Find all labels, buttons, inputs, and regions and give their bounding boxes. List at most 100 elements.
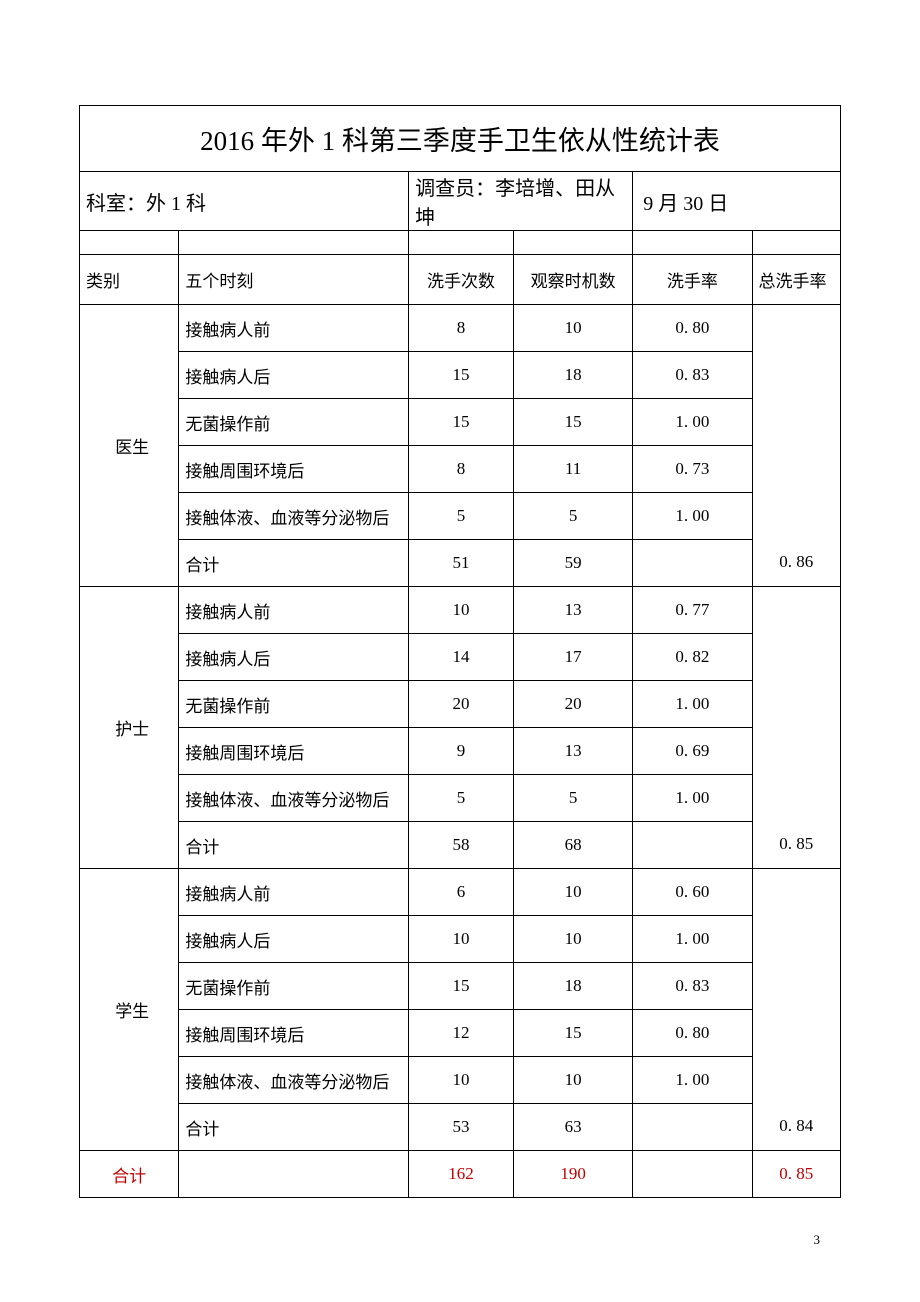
wash-rate-cell: 0. 83 — [633, 352, 752, 399]
wash-count-cell: 8 — [409, 446, 514, 493]
moment-cell: 接触周围环境后 — [179, 1010, 409, 1057]
category-cell: 护士 — [80, 587, 179, 869]
grand-total-obs: 190 — [514, 1151, 633, 1198]
obs-count-cell: 18 — [514, 963, 633, 1010]
wash-rate-cell: 0. 80 — [633, 1010, 752, 1057]
obs-count-cell: 5 — [514, 775, 633, 822]
category-cell: 学生 — [80, 869, 179, 1151]
wash-count-cell: 8 — [409, 305, 514, 352]
moment-cell: 接触体液、血液等分泌物后 — [179, 775, 409, 822]
wash-count-cell: 10 — [409, 916, 514, 963]
column-header-row: 类别 五个时刻 洗手次数 观察时机数 洗手率 总洗手率 — [80, 255, 841, 305]
header-category: 类别 — [80, 255, 179, 305]
wash-count-cell: 51 — [409, 540, 514, 587]
wash-count-cell: 6 — [409, 869, 514, 916]
obs-count-cell: 18 — [514, 352, 633, 399]
moment-cell: 无菌操作前 — [179, 681, 409, 728]
obs-count-cell: 59 — [514, 540, 633, 587]
page-number: 3 — [814, 1232, 821, 1248]
wash-count-cell: 15 — [409, 352, 514, 399]
total-rate-cell: 0. 84 — [752, 869, 840, 1151]
moment-cell: 合计 — [179, 822, 409, 869]
header-total-rate: 总洗手率 — [752, 255, 840, 305]
table-row: 接触病人后15180. 83 — [80, 352, 841, 399]
obs-count-cell: 5 — [514, 493, 633, 540]
stats-table: 2016 年外 1 科第三季度手卫生依从性统计表 科室：外 1 科 调查员：李培… — [79, 105, 841, 1198]
table-row: 医生接触病人前8100. 800. 86 — [80, 305, 841, 352]
date-cell: 9 月 30 日 — [633, 172, 841, 231]
wash-rate-cell — [633, 822, 752, 869]
department-cell: 科室：外 1 科 — [80, 172, 409, 231]
moment-cell: 合计 — [179, 540, 409, 587]
moment-cell: 无菌操作前 — [179, 963, 409, 1010]
moment-cell: 接触病人后 — [179, 634, 409, 681]
moment-cell: 接触病人后 — [179, 352, 409, 399]
table-row: 接触体液、血液等分泌物后10101. 00 — [80, 1057, 841, 1104]
moment-cell: 接触体液、血液等分泌物后 — [179, 1057, 409, 1104]
wash-count-cell: 10 — [409, 1057, 514, 1104]
moment-cell: 接触周围环境后 — [179, 728, 409, 775]
grand-total-total-rate: 0. 85 — [752, 1151, 840, 1198]
moment-cell: 接触病人前 — [179, 587, 409, 634]
wash-count-cell: 10 — [409, 587, 514, 634]
table-row: 合计5868 — [80, 822, 841, 869]
header-obs-count: 观察时机数 — [514, 255, 633, 305]
table-row: 接触周围环境后8110. 73 — [80, 446, 841, 493]
table-row: 接触体液、血液等分泌物后551. 00 — [80, 775, 841, 822]
category-cell: 医生 — [80, 305, 179, 587]
obs-count-cell: 10 — [514, 305, 633, 352]
obs-count-cell: 10 — [514, 916, 633, 963]
wash-count-cell: 5 — [409, 493, 514, 540]
wash-count-cell: 12 — [409, 1010, 514, 1057]
moment-cell: 接触病人前 — [179, 305, 409, 352]
total-rate-cell: 0. 85 — [752, 587, 840, 869]
obs-count-cell: 10 — [514, 869, 633, 916]
wash-count-cell: 14 — [409, 634, 514, 681]
wash-rate-cell: 1. 00 — [633, 399, 752, 446]
obs-count-cell: 20 — [514, 681, 633, 728]
wash-rate-cell: 1. 00 — [633, 681, 752, 728]
header-wash-rate: 洗手率 — [633, 255, 752, 305]
table-row: 接触病人后10101. 00 — [80, 916, 841, 963]
table-row: 接触周围环境后9130. 69 — [80, 728, 841, 775]
title-row: 2016 年外 1 科第三季度手卫生依从性统计表 — [80, 106, 841, 172]
moment-cell: 合计 — [179, 1104, 409, 1151]
stats-table-wrapper: 2016 年外 1 科第三季度手卫生依从性统计表 科室：外 1 科 调查员：李培… — [79, 105, 841, 1198]
wash-count-cell: 58 — [409, 822, 514, 869]
table-row: 接触体液、血液等分泌物后551. 00 — [80, 493, 841, 540]
wash-rate-cell: 0. 80 — [633, 305, 752, 352]
grand-total-wash: 162 — [409, 1151, 514, 1198]
header-moment: 五个时刻 — [179, 255, 409, 305]
obs-count-cell: 15 — [514, 399, 633, 446]
obs-count-cell: 13 — [514, 587, 633, 634]
moment-cell: 无菌操作前 — [179, 399, 409, 446]
wash-count-cell: 20 — [409, 681, 514, 728]
grand-total-moment — [179, 1151, 409, 1198]
wash-rate-cell: 0. 83 — [633, 963, 752, 1010]
wash-rate-cell — [633, 540, 752, 587]
table-row: 无菌操作前15151. 00 — [80, 399, 841, 446]
total-rate-cell: 0. 86 — [752, 305, 840, 587]
obs-count-cell: 15 — [514, 1010, 633, 1057]
wash-rate-cell: 1. 00 — [633, 493, 752, 540]
wash-rate-cell: 0. 60 — [633, 869, 752, 916]
wash-count-cell: 9 — [409, 728, 514, 775]
moment-cell: 接触病人后 — [179, 916, 409, 963]
obs-count-cell: 17 — [514, 634, 633, 681]
obs-count-cell: 68 — [514, 822, 633, 869]
wash-rate-cell — [633, 1104, 752, 1151]
wash-count-cell: 53 — [409, 1104, 514, 1151]
table-row: 接触病人后14170. 82 — [80, 634, 841, 681]
table-title: 2016 年外 1 科第三季度手卫生依从性统计表 — [80, 106, 841, 172]
moment-cell: 接触病人前 — [179, 869, 409, 916]
table-row: 学生接触病人前6100. 600. 84 — [80, 869, 841, 916]
wash-rate-cell: 1. 00 — [633, 916, 752, 963]
moment-cell: 接触体液、血液等分泌物后 — [179, 493, 409, 540]
wash-rate-cell: 0. 82 — [633, 634, 752, 681]
table-row: 接触周围环境后12150. 80 — [80, 1010, 841, 1057]
table-row: 无菌操作前20201. 00 — [80, 681, 841, 728]
grand-total-row: 合计 162 190 0. 85 — [80, 1151, 841, 1198]
wash-count-cell: 15 — [409, 963, 514, 1010]
wash-rate-cell: 1. 00 — [633, 1057, 752, 1104]
wash-rate-cell: 0. 77 — [633, 587, 752, 634]
